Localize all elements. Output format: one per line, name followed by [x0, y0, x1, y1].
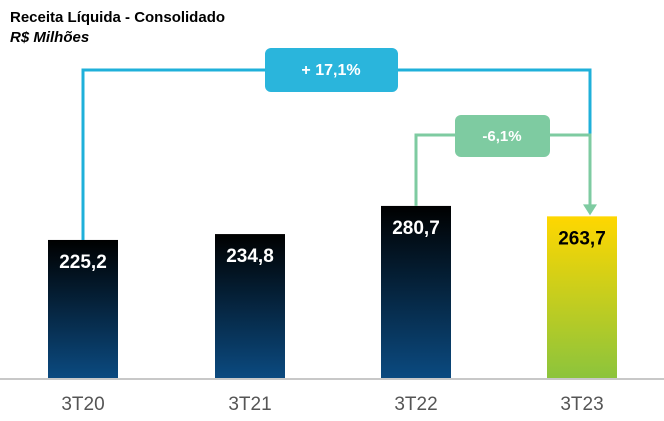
x-tick-label: 3T23 — [560, 394, 603, 415]
annotation: -6,1% — [482, 128, 521, 145]
chart-subtitle: R$ Milhões — [10, 29, 89, 46]
annotation: + 17,1% — [301, 62, 360, 79]
annotation-box — [455, 115, 550, 157]
x-tick-label: 3T22 — [394, 394, 437, 415]
bar — [48, 239, 118, 378]
arrowhead — [583, 204, 597, 216]
bar — [215, 234, 285, 378]
x-tick-label: 3T21 — [228, 394, 271, 415]
value-label: 280,7 — [392, 218, 440, 239]
x-tick-label: 3T20 — [61, 394, 104, 415]
annotation-box — [265, 48, 398, 92]
value-label: 225,2 — [59, 252, 107, 273]
chart-title: Receita Líquida - Consolidado — [10, 9, 225, 26]
value-label: 263,7 — [558, 228, 606, 249]
value-label: 234,8 — [226, 246, 274, 267]
bar — [381, 205, 451, 378]
bar — [547, 216, 617, 378]
